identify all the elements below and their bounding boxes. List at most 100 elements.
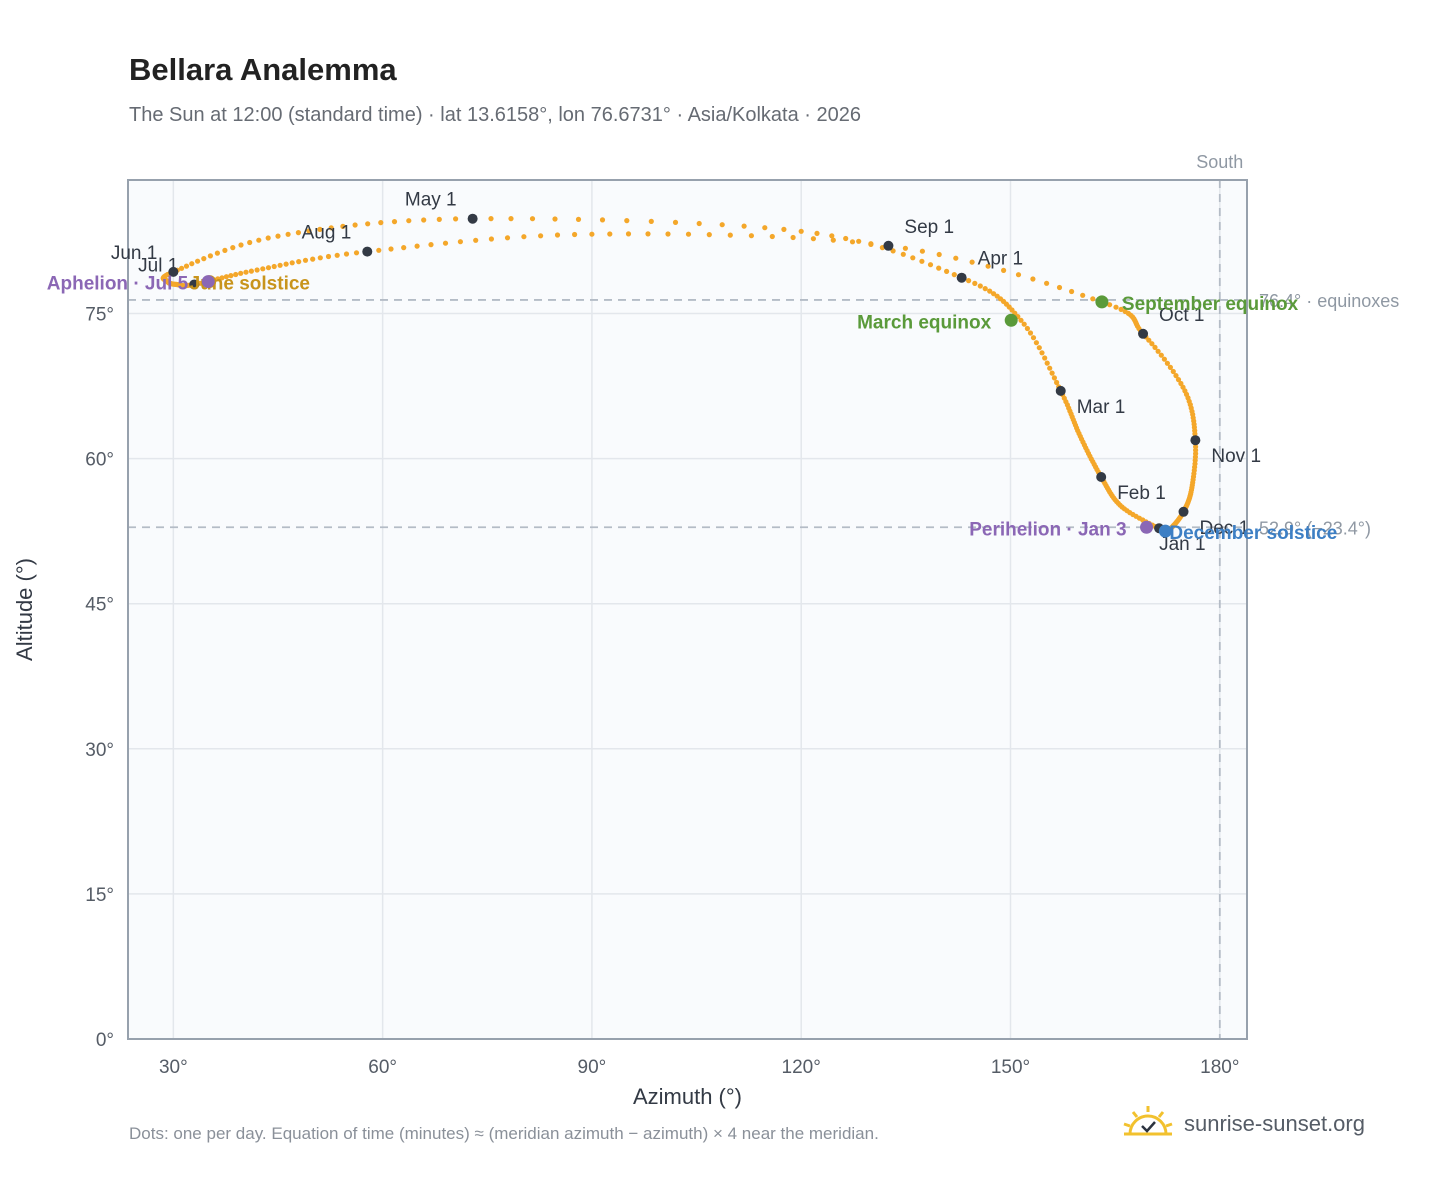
daily-sun-dot <box>1155 348 1161 354</box>
daily-sun-dot <box>285 231 291 237</box>
event-label: September equinox <box>1122 294 1299 315</box>
daily-sun-dot <box>1107 302 1113 308</box>
daily-sun-dot <box>201 256 207 262</box>
daily-sun-dot <box>982 286 988 292</box>
brand-name: sunrise-sunset.org <box>1184 1111 1365 1136</box>
daily-sun-dot <box>238 242 244 248</box>
month-marker-label: Aug 1 <box>302 223 352 244</box>
month-marker-dot <box>1055 385 1066 396</box>
daily-sun-dot <box>719 222 725 228</box>
daily-sun-dot <box>310 256 316 262</box>
daily-sun-dot <box>488 216 494 222</box>
month-marker-dot <box>1190 435 1201 446</box>
daily-sun-dot <box>696 220 702 227</box>
daily-sun-dot <box>1049 370 1055 376</box>
daily-sun-dot <box>414 243 420 249</box>
daily-sun-dot <box>748 233 755 239</box>
daily-sun-dot <box>289 260 295 266</box>
daily-sun-dot <box>575 216 582 222</box>
daily-sun-dot <box>706 232 712 238</box>
daily-sun-dot <box>504 235 511 241</box>
daily-sun-dot <box>910 255 916 261</box>
daily-sun-dot <box>599 217 606 223</box>
y-tick-label: 60° <box>85 450 114 471</box>
daily-sun-dot <box>428 242 434 248</box>
daily-sun-dot <box>665 231 671 237</box>
daily-sun-dot <box>457 239 463 245</box>
daily-sun-dot <box>243 269 249 275</box>
x-tick-label: 150° <box>991 1057 1030 1078</box>
event-dot <box>1158 524 1172 538</box>
daily-sun-dot <box>1044 360 1050 366</box>
daily-sun-dot <box>830 237 836 243</box>
daily-sun-dot <box>195 258 201 264</box>
month-marker-label: Jul 1 <box>138 255 178 276</box>
event-label: March equinox <box>857 312 992 333</box>
daily-sun-dot <box>829 233 835 239</box>
daily-sun-dot <box>215 276 221 282</box>
daily-sun-dot <box>985 263 991 269</box>
daily-sun-dot <box>1175 377 1182 383</box>
daily-sun-dot <box>1044 280 1050 286</box>
month-marker-dot <box>956 272 967 283</box>
brand-link[interactable]: sunrise-sunset.org <box>1122 1104 1365 1144</box>
daily-sun-dot <box>769 233 775 240</box>
daily-sun-dot <box>810 236 817 242</box>
daily-sun-dot <box>1056 284 1063 291</box>
daily-sun-dot <box>328 225 334 231</box>
plot-frame <box>127 179 1248 1040</box>
daily-sun-dot <box>189 261 195 267</box>
daily-sun-dot <box>814 230 820 236</box>
daily-sun-dot <box>521 234 527 240</box>
daily-sun-dot <box>265 265 272 271</box>
daily-sun-dot <box>1080 292 1086 298</box>
daily-sun-dot <box>969 259 975 265</box>
daily-sun-dot <box>207 253 213 259</box>
daily-sun-dot <box>572 231 578 238</box>
daily-sun-dot <box>900 251 906 257</box>
daily-sun-dot <box>325 253 332 260</box>
daily-sun-dot <box>295 230 301 236</box>
daily-sun-dot <box>977 283 983 289</box>
y-tick-label: 0° <box>96 1030 114 1051</box>
plot-area <box>128 180 1247 1039</box>
month-marker-label: Feb 1 <box>1117 483 1166 504</box>
daily-sun-dot <box>1030 276 1036 282</box>
daily-sun-dot <box>1152 344 1158 350</box>
event-dot <box>1140 520 1154 534</box>
daily-sun-dot <box>376 247 382 253</box>
daily-sun-dot <box>436 216 442 222</box>
daily-sun-dot <box>552 216 558 222</box>
daily-sun-dot <box>391 219 398 225</box>
reference-label: 76.4° · equinoxes <box>1259 291 1399 311</box>
daily-sun-dot <box>1167 364 1173 370</box>
daily-sun-dot <box>352 222 358 228</box>
daily-sun-dot <box>1015 272 1022 278</box>
daily-sun-dot <box>248 268 254 274</box>
daily-sun-dot <box>1024 325 1030 332</box>
y-axis-title: Altitude (°) <box>12 558 37 661</box>
daily-sun-dot <box>991 291 997 297</box>
daily-sun-dot <box>233 271 239 278</box>
daily-sun-dot <box>1118 306 1124 312</box>
daily-sun-dot <box>936 265 942 271</box>
daily-sun-dot <box>1033 340 1039 346</box>
event-label: Perihelion · Jan 3 <box>969 519 1126 540</box>
event-dot <box>1095 295 1109 309</box>
daily-sun-dot <box>401 245 407 251</box>
month-marker-dot <box>362 246 373 257</box>
month-marker-dot <box>467 213 478 224</box>
month-marker-label: Apr 1 <box>978 249 1023 270</box>
y-tick-label: 30° <box>85 740 114 761</box>
daily-sun-dot <box>951 272 957 278</box>
daily-sun-dot <box>919 248 926 254</box>
daily-sun-dot <box>843 235 849 242</box>
y-tick-label: 15° <box>85 885 114 906</box>
month-marker-label: Nov 1 <box>1211 446 1261 467</box>
daily-sun-dot <box>340 223 346 229</box>
daily-sun-dot <box>453 216 459 222</box>
daily-sun-dot <box>230 245 236 251</box>
y-tick-label: 45° <box>85 595 114 616</box>
daily-sun-dot <box>1051 375 1057 381</box>
event-label: December solstice <box>1169 523 1337 544</box>
